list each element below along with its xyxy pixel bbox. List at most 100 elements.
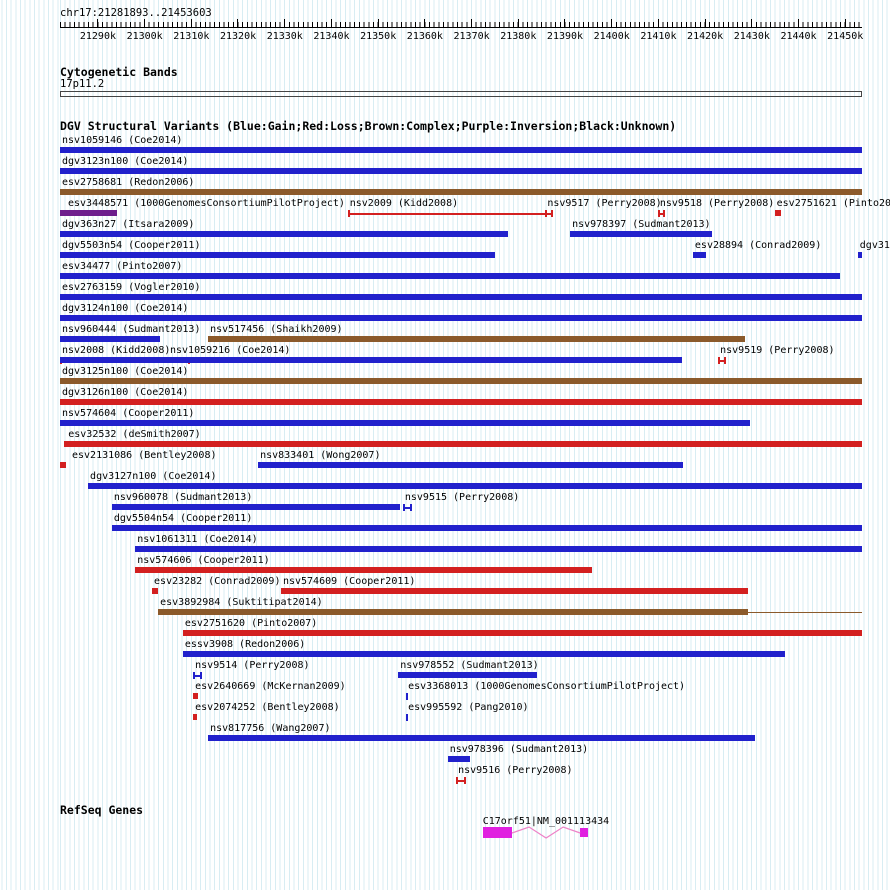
ruler-minor-ticks <box>60 22 863 27</box>
region-coordinates: chr17:21281893..21453603 <box>60 7 212 19</box>
variant-glyph[interactable] <box>258 462 684 468</box>
variant-label: dgv3126n100 (Coe2014) <box>62 387 189 398</box>
ruler-tick-label: 21350k <box>360 31 397 42</box>
ruler-major-tick <box>330 19 332 27</box>
variant-glyph[interactable] <box>60 210 117 216</box>
cytoband-glyph[interactable] <box>60 91 862 97</box>
variant-label: nsv2009 (Kidd2008) <box>349 198 459 209</box>
variant-glyph[interactable] <box>88 483 862 489</box>
ruler-major-tick <box>377 19 379 27</box>
ruler-line <box>60 27 862 28</box>
variant-label: dgv31 <box>859 240 890 251</box>
ruler-major-tick <box>471 19 473 27</box>
variant-label: dgv363n27 (Itsara2009) <box>62 219 195 230</box>
variant-glyph[interactable] <box>60 294 862 300</box>
variant-glyph[interactable] <box>60 273 841 279</box>
variant-glyph[interactable] <box>60 399 862 405</box>
variant-label: esv32532 (deSmith2007) <box>68 429 201 440</box>
variant-glyph[interactable] <box>857 252 862 258</box>
variant-glyph[interactable] <box>193 693 198 699</box>
variant-glyph[interactable] <box>60 147 862 153</box>
variant-glyph[interactable] <box>208 735 755 741</box>
variant-label: dgv3124n100 (Coe2014) <box>62 303 189 314</box>
ruler-tick-label: 21400k <box>593 31 630 42</box>
variant-glyph[interactable] <box>158 609 862 615</box>
variant-glyph[interactable] <box>398 672 537 678</box>
span-line <box>659 212 663 215</box>
variant-glyph[interactable] <box>111 504 401 510</box>
variant-glyph[interactable] <box>60 231 508 237</box>
variant-glyph[interactable] <box>60 378 862 384</box>
variant-glyph[interactable] <box>193 714 197 720</box>
cytoband-label: 17p11.2 <box>60 78 105 90</box>
variant-glyph[interactable] <box>406 693 409 700</box>
span-line <box>349 212 551 215</box>
variant-label: nsv517456 (Shaikh2009) <box>210 324 343 335</box>
variant-glyph[interactable] <box>182 651 785 657</box>
gene-label: C17orf51|NM_001113434 <box>482 816 610 827</box>
ruler-tick-label: 21310k <box>173 31 210 42</box>
variant-glyph[interactable] <box>60 462 67 468</box>
variant-label: nsv817756 (Wang2007) <box>210 723 331 734</box>
ruler-tick-label: 21360k <box>406 31 443 42</box>
ruler-major-tick <box>657 19 659 27</box>
variant-glyph[interactable] <box>280 588 749 594</box>
variant-glyph[interactable] <box>545 210 554 217</box>
variant-glyph[interactable] <box>447 756 471 762</box>
variant-label: nsv978552 (Sudmant2013) <box>400 660 539 671</box>
ruler-tick-label: 21390k <box>546 31 584 42</box>
span-line <box>458 779 464 782</box>
variant-glyph[interactable] <box>135 567 592 573</box>
variant-glyph[interactable] <box>182 630 862 636</box>
variant-glyph[interactable] <box>406 714 409 721</box>
variant-glyph[interactable] <box>60 357 683 363</box>
ruler-tick-label: 21300k <box>126 31 163 42</box>
variant-glyph[interactable] <box>111 525 862 531</box>
variant-label: nsv9516 (Perry2008) <box>458 765 573 776</box>
span-line <box>404 506 411 509</box>
variant-label: nsv9518 (Perry2008) <box>659 198 775 209</box>
variant-glyph[interactable] <box>570 231 713 237</box>
variant-label: nsv9519 (Perry2008) <box>720 345 835 356</box>
variant-glyph[interactable] <box>152 588 159 594</box>
variant-glyph[interactable] <box>208 336 745 342</box>
variant-label: esv2074252 (Bentley2008) <box>195 702 340 713</box>
variant-label: esv3448571 (1000GenomesConsortiumPilotPr… <box>68 198 345 209</box>
variant-label: esv23282 (Conrad2009) <box>154 576 281 587</box>
variant-label: esv2751621 (Pinto2007) <box>776 198 890 209</box>
ruler-major-tick <box>797 19 799 27</box>
gene-exon[interactable] <box>579 828 588 837</box>
variant-label: nsv2008 (Kidd2008) <box>62 345 171 356</box>
gene-exon[interactable] <box>482 827 512 838</box>
variant-glyph[interactable] <box>135 546 862 552</box>
variant-glyph[interactable] <box>774 210 781 216</box>
ruler-tick-label: 21430k <box>733 31 770 42</box>
variant-label: nsv9514 (Perry2008) <box>195 660 310 671</box>
variant-glyph[interactable] <box>60 315 862 321</box>
variant-glyph[interactable] <box>60 189 862 195</box>
variant-glyph[interactable] <box>456 777 466 784</box>
variant-glyph[interactable] <box>657 210 665 217</box>
variant-glyph[interactable] <box>718 357 727 364</box>
variant-glyph[interactable] <box>60 420 750 426</box>
variant-label: nsv978396 (Sudmant2013) <box>449 744 589 755</box>
variant-label: dgv3125n100 (Coe2014) <box>62 366 189 377</box>
variant-glyph[interactable] <box>60 168 862 174</box>
variant-label: nsv574606 (Cooper2011) <box>137 555 270 566</box>
ruler-tick-label: 21330k <box>266 31 303 42</box>
variant-glyph[interactable] <box>60 252 495 258</box>
variant-label: nsv960078 (Sudmant2013) <box>113 492 253 503</box>
variant-glyph[interactable] <box>60 336 160 342</box>
variant-label: esv2131086 (Bentley2008) <box>72 450 217 461</box>
variant-glyph[interactable] <box>64 441 862 447</box>
variant-glyph[interactable] <box>193 672 202 679</box>
variant-label: esv3368013 (1000GenomesConsortiumPilotPr… <box>408 681 686 692</box>
variant-glyph[interactable] <box>692 252 706 258</box>
span-line <box>195 674 200 677</box>
variant-label: nsv9515 (Perry2008) <box>404 492 520 503</box>
ruler-major-tick <box>144 19 146 27</box>
variant-glyph[interactable] <box>402 504 413 511</box>
variant-label: dgv3127n100 (Coe2014) <box>90 471 217 482</box>
variant-label: esv2758681 (Redon2006) <box>62 177 195 188</box>
